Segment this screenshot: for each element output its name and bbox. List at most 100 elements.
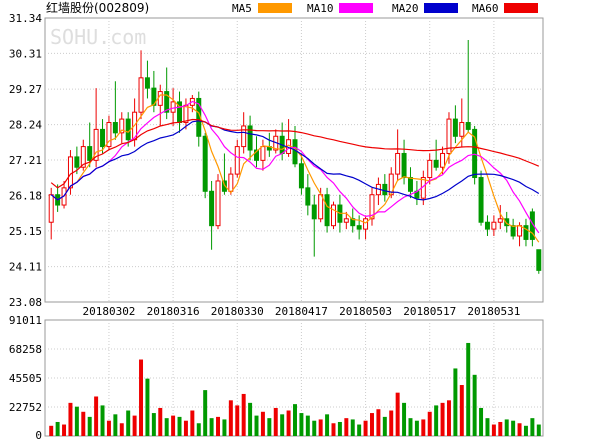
- volume-bar-up: [171, 415, 176, 436]
- volume-bar-down: [434, 405, 439, 436]
- volume-bar-down: [100, 405, 105, 436]
- volume-bar-down: [312, 420, 317, 436]
- candle-down: [407, 177, 413, 192]
- volume-bar-down: [280, 414, 285, 436]
- date-tick-label: 20180316: [147, 305, 200, 318]
- candle-down: [504, 218, 510, 227]
- volume-bar-down: [414, 420, 419, 436]
- volume-bar-up: [363, 420, 368, 436]
- date-axis: 20180302 20180316 20180330 20180417 20180503…: [82, 305, 520, 318]
- volume-bar-up: [62, 424, 67, 436]
- candle-down: [382, 183, 388, 196]
- candle-down: [523, 225, 529, 240]
- candle-up: [170, 101, 176, 113]
- price-tick-label: 27.21: [9, 154, 42, 167]
- volume-tick-label: 68258: [9, 343, 42, 356]
- volume-bar-up: [183, 420, 188, 436]
- candle-up: [234, 146, 240, 175]
- stock-title: 红墙股份(002809): [46, 0, 149, 15]
- candle-down: [221, 180, 227, 192]
- volume-tick-label: 22752: [9, 401, 42, 414]
- candle-up: [491, 221, 497, 230]
- volume-bar-down: [74, 406, 79, 436]
- candle-up: [331, 204, 336, 227]
- volume-bar-down: [299, 413, 304, 436]
- volume-bar-up: [81, 411, 86, 436]
- price-tick-label: 24.11: [9, 261, 42, 274]
- legend-swatch-ma20: [424, 3, 458, 13]
- volume-bar-up: [49, 425, 54, 436]
- volume-bar-up: [331, 423, 336, 436]
- volume-bar-up: [344, 418, 349, 436]
- volume-bar-up: [68, 402, 73, 436]
- legend-label-ma60: MA60: [472, 2, 499, 15]
- volume-bar-down: [151, 413, 156, 436]
- volume-bar-down: [408, 418, 413, 436]
- volume-bar-down: [145, 378, 150, 436]
- moving-average-lines: [50, 94, 540, 243]
- candle-down: [247, 125, 253, 151]
- candle-down: [151, 87, 157, 106]
- candle-up: [318, 194, 324, 220]
- candle-down: [510, 225, 516, 237]
- volume-tick-label: 0: [35, 429, 42, 440]
- volume-bars: [49, 342, 541, 436]
- candle-up: [395, 152, 401, 175]
- volume-bar-down: [504, 419, 509, 436]
- volume-bar-up: [235, 405, 240, 436]
- candle-up: [369, 194, 375, 220]
- volume-bar-up: [369, 413, 374, 436]
- volume-bar-down: [87, 416, 92, 436]
- candle-down: [254, 149, 259, 161]
- price-tick-label: 26.18: [9, 189, 42, 202]
- volume-y-axis: 91011 68258 45505 22752 0: [9, 314, 42, 440]
- candle-up: [459, 122, 465, 137]
- volume-bar-down: [357, 424, 362, 436]
- volume-bar-down: [466, 342, 471, 436]
- ma-line-ma10: [50, 100, 540, 234]
- volume-bar-up: [286, 410, 291, 436]
- volume-bar-up: [119, 423, 124, 436]
- volume-bar-up: [498, 421, 503, 436]
- price-tick-label: 23.08: [9, 296, 42, 309]
- candle-down: [100, 128, 106, 148]
- candle-up: [157, 91, 163, 106]
- candle-up: [343, 218, 349, 223]
- candle-down: [112, 122, 118, 134]
- volume-bar-up: [241, 393, 246, 436]
- legend-label-ma10: MA10: [307, 2, 334, 15]
- volume-bar-down: [164, 418, 169, 436]
- volume-bar-up: [106, 420, 111, 436]
- volume-bar-down: [305, 415, 310, 436]
- ma-line-ma5: [50, 94, 540, 243]
- volume-bar-down: [530, 418, 535, 436]
- candle-up: [106, 122, 112, 148]
- volume-bar-down: [479, 407, 484, 436]
- candle-down: [401, 152, 407, 179]
- candle-up: [80, 146, 86, 168]
- volume-bar-up: [190, 410, 195, 436]
- date-tick-label: 20180417: [275, 305, 328, 318]
- volume-bar-up: [395, 392, 400, 436]
- volume-bar-down: [55, 421, 60, 436]
- volume-bar-down: [248, 402, 253, 436]
- candle-down: [144, 77, 150, 89]
- candle-down: [164, 91, 170, 113]
- volume-tick-label: 91011: [9, 314, 42, 327]
- volume-bar-up: [421, 419, 426, 436]
- volume-bar-down: [536, 424, 541, 436]
- candle-up: [440, 152, 446, 168]
- volume-bar-down: [196, 423, 201, 436]
- legend-label-ma5: MA5: [232, 2, 252, 15]
- candle-down: [478, 177, 484, 223]
- volume-bar-down: [254, 415, 259, 436]
- candle-up: [427, 159, 433, 179]
- volume-bar-down: [402, 402, 407, 436]
- volume-bar-down: [453, 368, 458, 436]
- volume-bar-up: [158, 407, 163, 436]
- volume-bar-down: [523, 425, 528, 436]
- ma-line-ma20: [50, 120, 540, 201]
- volume-bar-down: [325, 414, 330, 436]
- ma-legend: MA5 MA10 MA20 MA60: [232, 2, 538, 15]
- date-tick-label: 20180517: [403, 305, 456, 318]
